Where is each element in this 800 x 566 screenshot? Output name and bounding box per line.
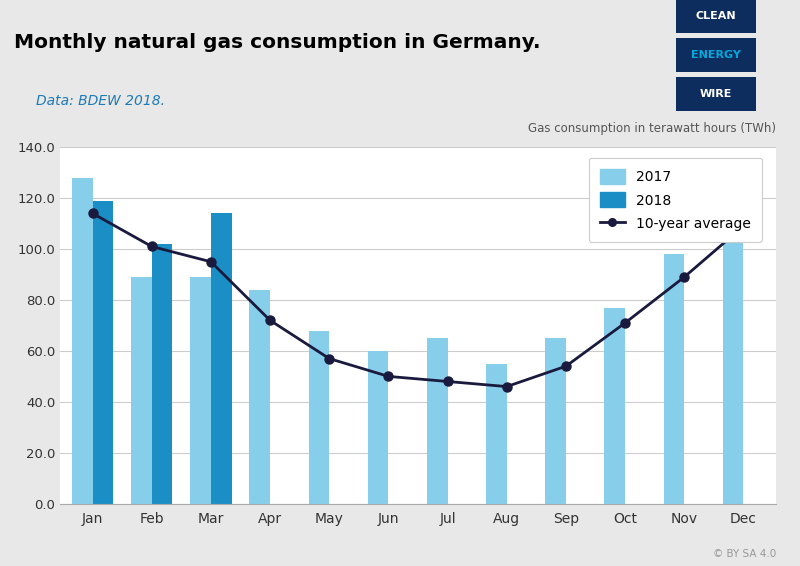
- Bar: [309, 331, 330, 504]
- Bar: [152, 244, 173, 504]
- Text: © BY SA 4.0: © BY SA 4.0: [713, 549, 776, 559]
- Text: WIRE: WIRE: [700, 89, 732, 98]
- Bar: [486, 364, 506, 504]
- FancyBboxPatch shape: [676, 38, 756, 71]
- FancyBboxPatch shape: [676, 0, 756, 32]
- Bar: [604, 308, 625, 504]
- Bar: [211, 213, 232, 504]
- Bar: [663, 254, 684, 504]
- Bar: [250, 290, 270, 504]
- Bar: [722, 216, 743, 504]
- Text: ENERGY: ENERGY: [691, 50, 741, 59]
- Text: CLEAN: CLEAN: [696, 11, 736, 20]
- Text: Gas consumption in terawatt hours (TWh): Gas consumption in terawatt hours (TWh): [528, 122, 776, 135]
- Bar: [190, 277, 211, 504]
- Bar: [93, 201, 114, 504]
- Bar: [131, 277, 152, 504]
- Bar: [368, 351, 389, 504]
- Bar: [72, 178, 93, 504]
- FancyBboxPatch shape: [676, 77, 756, 111]
- Bar: [546, 338, 566, 504]
- Legend: 2017, 2018, 10-year average: 2017, 2018, 10-year average: [589, 158, 762, 242]
- Text: Monthly natural gas consumption in Germany.: Monthly natural gas consumption in Germa…: [14, 32, 541, 52]
- Bar: [427, 338, 447, 504]
- Text: Data: BDEW 2018.: Data: BDEW 2018.: [36, 94, 165, 108]
